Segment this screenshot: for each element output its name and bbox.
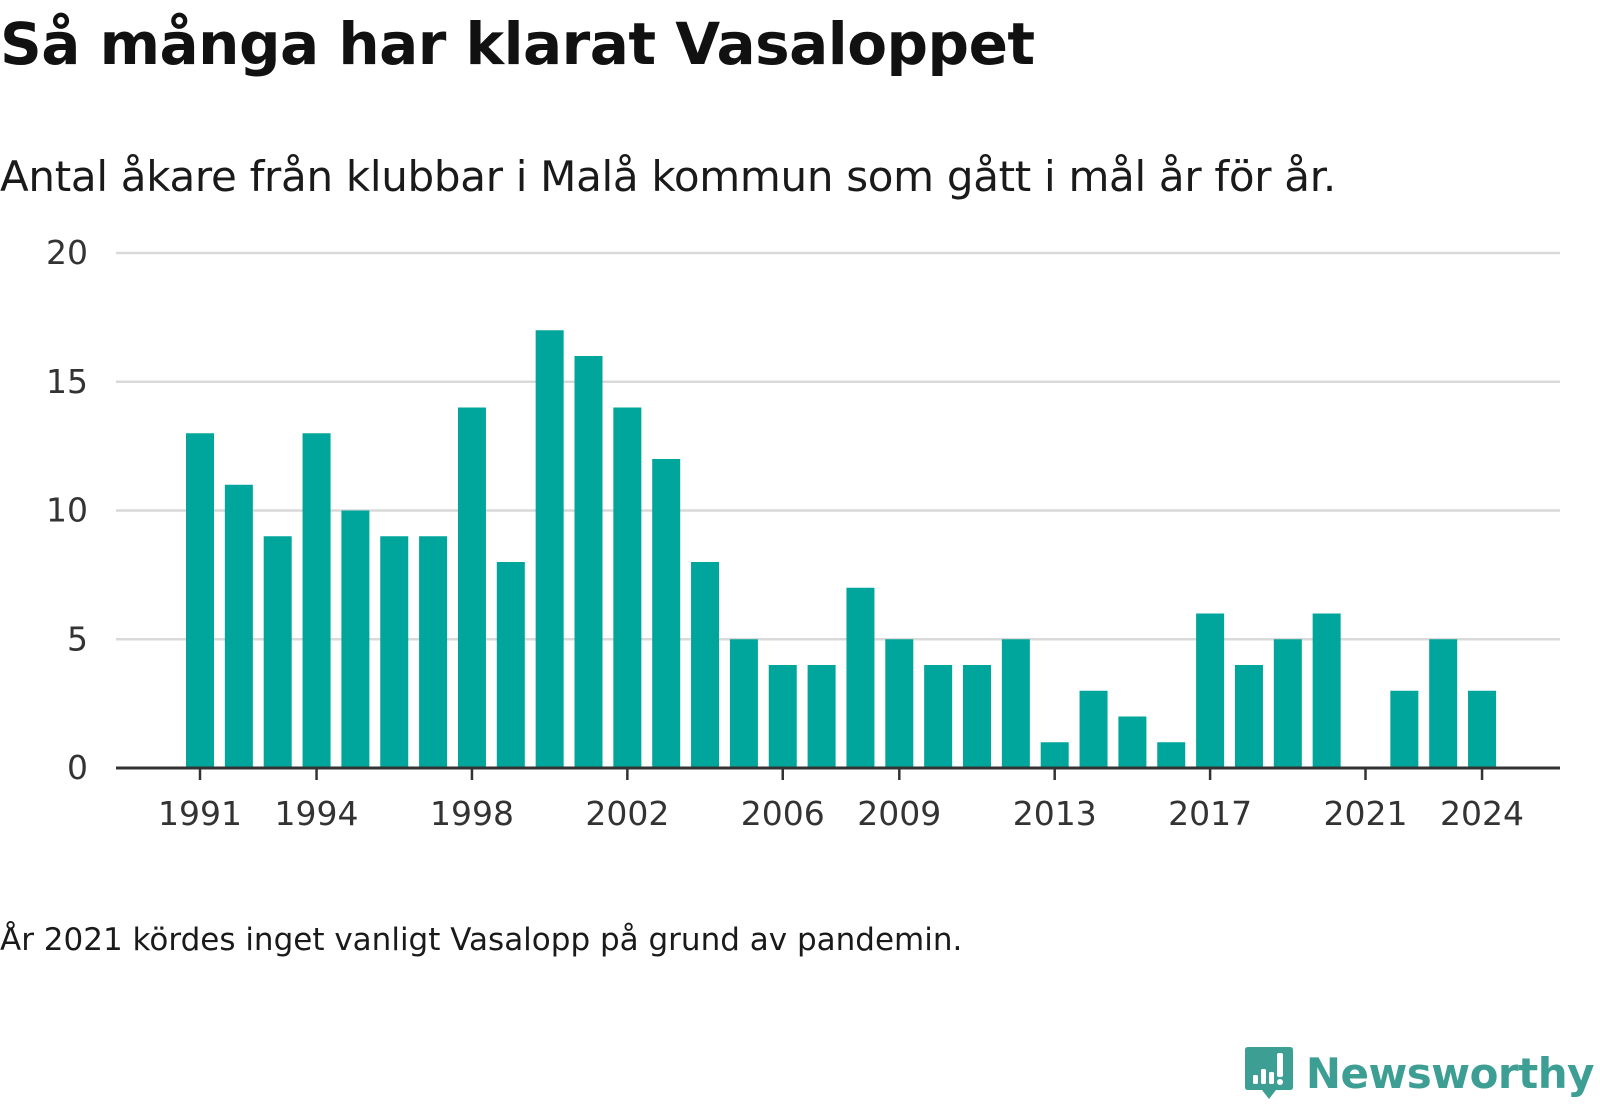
x-axis-tick-labels: 1991 1994 1998 2002 2006 2009 2013 2017 2021 2024 (158, 794, 1524, 833)
bar-1994 (302, 433, 331, 768)
brand-name: Newsworthy (1305, 1048, 1595, 1098)
bar-2012 (1001, 639, 1030, 768)
bar-1998 (457, 407, 486, 768)
bar-2001 (574, 356, 603, 768)
bar-chart: 0 5 10 15 20 1991 1994 1998 2002 2006 2009 2013 201… (46, 233, 1560, 833)
x-tick-label: 2021 (1324, 794, 1408, 833)
newsworthy-logo-icon (1244, 1047, 1293, 1099)
bar-2014 (1079, 690, 1108, 768)
bar-2000 (535, 330, 564, 768)
x-tick-label: 2017 (1168, 794, 1252, 833)
bar-1996 (380, 536, 409, 768)
bar-2015 (1118, 716, 1147, 768)
bar-1997 (419, 536, 448, 768)
bar-2009 (885, 639, 914, 768)
brand-logo: Newsworthy (1244, 1042, 1595, 1104)
bar-1995 (341, 510, 370, 768)
x-axis (116, 766, 1560, 780)
y-tick-label: 15 (46, 362, 88, 401)
y-tick-label: 20 (46, 233, 88, 272)
bar-2022 (1390, 690, 1419, 768)
bar-2006 (768, 665, 797, 768)
x-tick-label: 1991 (158, 794, 242, 833)
chart-title: Så många har klarat Vasaloppet (0, 10, 1035, 78)
x-tick-label: 1994 (275, 794, 359, 833)
y-tick-label: 0 (67, 748, 88, 787)
x-tick-label: 2024 (1440, 794, 1524, 833)
bar-2016 (1157, 742, 1186, 768)
bar-2024 (1468, 690, 1497, 768)
bar-2010 (924, 665, 953, 768)
x-tick-label: 1998 (430, 794, 514, 833)
footnote: År 2021 kördes inget vanligt Vasalopp på… (0, 922, 963, 958)
x-tick-label: 2002 (585, 794, 669, 833)
bar-2008 (846, 587, 875, 768)
bar-1991 (186, 433, 214, 768)
bars (186, 330, 1497, 768)
x-tick-label: 2006 (741, 794, 825, 833)
bar-1999 (496, 562, 525, 768)
bar-2011 (963, 665, 991, 768)
bar-2013 (1040, 742, 1069, 768)
y-axis-tick-labels: 0 5 10 15 20 (46, 233, 88, 787)
y-tick-label: 10 (46, 491, 88, 530)
x-tick-label: 2009 (857, 794, 941, 833)
bar-2004 (691, 562, 720, 768)
bar-2019 (1273, 639, 1302, 768)
bar-2005 (729, 639, 758, 768)
bar-2003 (652, 459, 681, 768)
bar-2018 (1234, 665, 1263, 768)
bar-2020 (1312, 613, 1341, 768)
bar-2007 (807, 665, 836, 768)
y-tick-label: 5 (67, 619, 88, 658)
chart-subtitle: Antal åkare från klubbar i Malå kommun s… (0, 152, 1336, 201)
bar-2002 (613, 407, 642, 768)
gridlines (116, 251, 1560, 641)
bar-2023 (1429, 639, 1458, 768)
bar-2017 (1196, 613, 1225, 768)
bar-1992 (224, 484, 253, 768)
bar-1993 (263, 536, 292, 768)
x-tick-label: 2013 (1013, 794, 1097, 833)
